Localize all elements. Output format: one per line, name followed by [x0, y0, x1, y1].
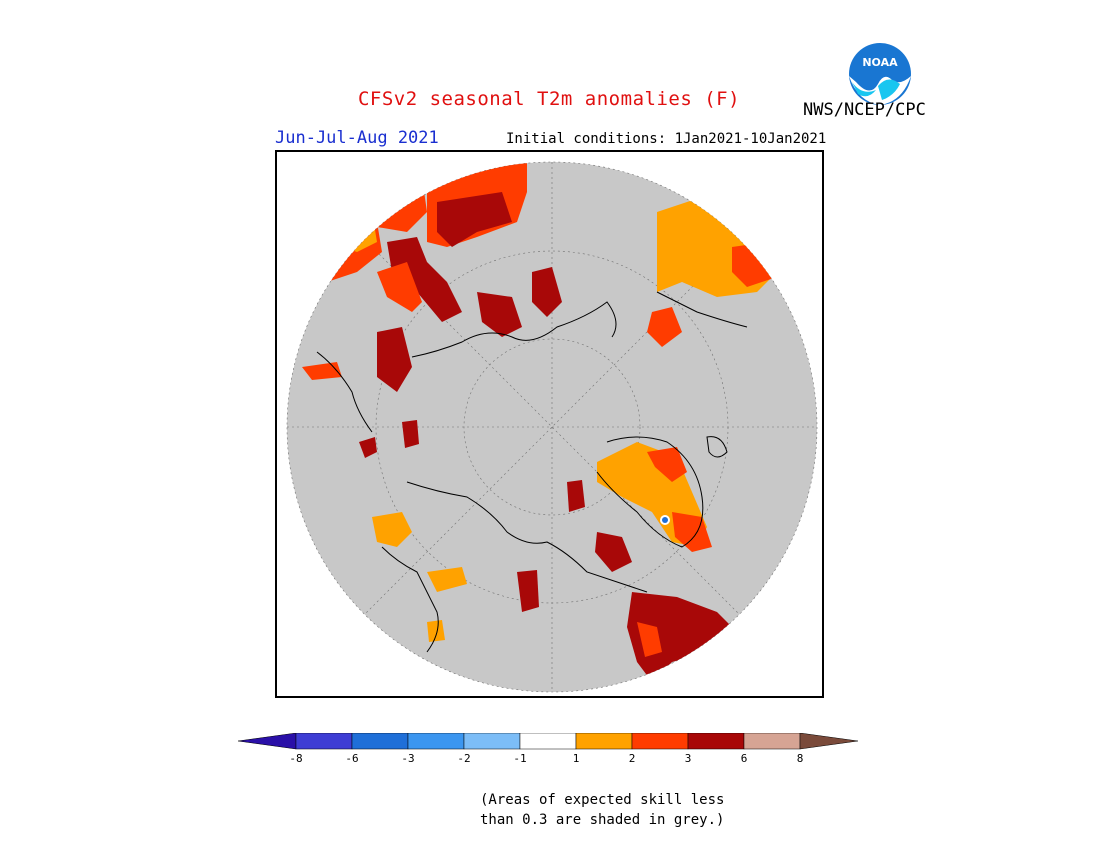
colorbar	[238, 733, 859, 750]
anomaly-bc	[427, 620, 445, 642]
anomaly-europe	[657, 192, 787, 297]
anomaly-greenland-cold	[662, 517, 668, 523]
anomaly-scandinavia	[647, 307, 682, 347]
colorbar-tick-label: 2	[628, 752, 636, 765]
anomaly-baffin	[595, 532, 632, 572]
anomaly-iberia	[807, 337, 817, 357]
anomaly-ellesmere	[567, 480, 585, 512]
colorbar-right-arrow	[799, 733, 859, 750]
colorbar-cell	[631, 733, 689, 750]
colorbar-cell	[463, 733, 521, 750]
anomaly-small-2	[402, 420, 419, 448]
map-title: CFSv2 seasonal T2m anomalies (F)	[357, 88, 741, 110]
anomaly-hudson-bay	[627, 592, 737, 682]
polar-map-svg	[286, 161, 818, 693]
anomaly-greenland-south	[672, 512, 712, 552]
colorbar-tick-label: -3	[401, 752, 415, 765]
anomaly-japan	[302, 362, 342, 380]
anomaly-siberia-core	[437, 192, 512, 247]
noaa-logo: NOAA	[848, 42, 912, 106]
colorbar-cell	[295, 733, 353, 750]
colorbar-tick-label: 8	[796, 752, 804, 765]
anomaly-alaska	[372, 512, 412, 547]
graticule	[286, 161, 818, 693]
anomaly-chukotka	[532, 267, 562, 317]
colorbar-tick-label: -2	[457, 752, 471, 765]
agency-label: NWS/NCEP/CPC	[803, 100, 926, 120]
colorbar-cell	[519, 733, 577, 750]
colorbar-cell	[687, 733, 745, 750]
anomaly-yakutia	[477, 292, 522, 337]
colorbar-tick-label: -6	[345, 752, 359, 765]
footnote-line-1: (Areas of expected skill less	[480, 792, 725, 808]
coastlines	[316, 291, 748, 653]
colorbar-cell	[575, 733, 633, 750]
polar-map	[275, 150, 824, 698]
colorbar-tick-label: 1	[572, 752, 580, 765]
colorbar-tick-label: -1	[513, 752, 527, 765]
colorbar-tick-label: -8	[289, 752, 303, 765]
colorbar-tick-label: 3	[684, 752, 692, 765]
colorbar-cell	[743, 733, 801, 750]
colorbar-left-arrow	[238, 733, 297, 750]
anomaly-siberia-mid	[377, 262, 422, 312]
logo-text: NOAA	[862, 56, 898, 69]
colorbar-cell	[351, 733, 409, 750]
anomaly-kamchatka	[377, 327, 412, 392]
colorbar-cells	[295, 733, 801, 750]
season-label: Jun-Jul-Aug 2021	[275, 128, 439, 148]
anomaly-canada-arctic	[517, 570, 539, 612]
initial-conditions-label: Initial conditions: 1Jan2021-10Jan2021	[506, 131, 827, 147]
anomaly-yukon	[427, 567, 467, 592]
colorbar-tick-label: 6	[740, 752, 748, 765]
anomaly-greenland-north	[647, 447, 687, 482]
colorbar-cell	[407, 733, 465, 750]
footnote-line-2: than 0.3 are shaded in grey.)	[480, 812, 725, 828]
anomaly-quebec	[637, 622, 662, 657]
anomaly-small-1	[359, 437, 377, 458]
anomaly-east-siberia-band	[387, 237, 462, 322]
